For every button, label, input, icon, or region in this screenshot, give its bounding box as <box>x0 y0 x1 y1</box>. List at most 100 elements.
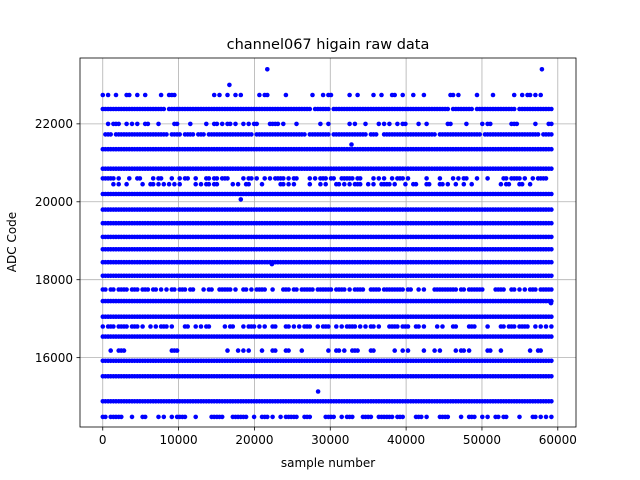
data-point <box>291 181 297 187</box>
data-point <box>142 414 148 420</box>
data-point <box>166 181 172 187</box>
data-point <box>453 181 459 187</box>
data-point <box>127 176 132 181</box>
data-point <box>225 348 230 353</box>
data-point <box>169 176 175 181</box>
data-point <box>161 181 167 187</box>
data-point <box>182 414 188 420</box>
data-point <box>169 324 175 329</box>
data-point <box>387 181 392 187</box>
data-point <box>424 121 429 127</box>
data-point <box>169 414 175 420</box>
x-tick-label: 20000 <box>235 433 273 447</box>
data-point <box>273 324 278 329</box>
chart-title: channel067 higain raw data <box>227 37 430 53</box>
data-point <box>204 121 209 127</box>
outlier-point <box>548 300 554 306</box>
data-point <box>347 287 352 292</box>
data-point <box>395 121 400 127</box>
data-point <box>206 324 212 329</box>
data-point <box>214 181 220 187</box>
data-point <box>352 324 358 329</box>
data-point <box>342 181 347 187</box>
data-point <box>379 92 384 98</box>
data-point <box>129 121 135 127</box>
data-point <box>326 348 331 353</box>
data-point <box>283 92 289 98</box>
x-tick-label: 0 <box>99 433 107 447</box>
data-point <box>164 324 169 329</box>
data-point <box>230 181 236 187</box>
data-point <box>310 287 315 292</box>
data-point <box>519 92 525 98</box>
data-point <box>156 121 161 127</box>
data-point <box>312 176 318 181</box>
data-point <box>150 181 156 187</box>
data-point <box>517 414 522 420</box>
data-point <box>116 121 121 127</box>
data-point <box>456 176 461 181</box>
data-point <box>347 92 352 98</box>
data-point <box>105 121 111 127</box>
data-point <box>448 121 453 127</box>
data-point <box>164 132 169 137</box>
data-point <box>371 348 376 353</box>
data-point <box>527 92 533 98</box>
data-point <box>549 358 554 364</box>
outlier-point <box>349 142 354 147</box>
data-point <box>286 176 291 181</box>
data-point <box>111 324 116 329</box>
data-point <box>273 348 278 353</box>
data-point <box>156 181 161 187</box>
data-point <box>275 121 281 127</box>
data-point <box>538 92 543 98</box>
x-axis-label: sample number <box>281 456 375 470</box>
data-point <box>503 414 509 420</box>
data-point <box>445 106 451 112</box>
data-point <box>490 92 496 98</box>
data-point <box>209 287 214 292</box>
data-point <box>533 324 538 329</box>
data-point <box>421 287 427 292</box>
data-point <box>214 121 220 127</box>
data-point <box>100 324 106 329</box>
data-point <box>501 287 506 292</box>
data-point <box>440 181 445 187</box>
data-point <box>339 414 345 420</box>
data-point <box>254 121 259 127</box>
data-point <box>549 334 554 339</box>
data-point <box>464 176 469 181</box>
data-point <box>225 92 230 98</box>
data-point <box>326 106 331 112</box>
data-point <box>533 287 538 292</box>
data-point <box>265 414 270 420</box>
data-point <box>461 181 467 187</box>
data-point <box>291 324 297 329</box>
data-point <box>294 121 299 127</box>
data-point <box>549 314 554 320</box>
data-point <box>243 287 249 292</box>
data-point <box>116 181 121 187</box>
data-point <box>262 324 268 329</box>
data-point <box>533 414 538 420</box>
data-point <box>371 181 376 187</box>
data-point <box>161 414 167 420</box>
data-point <box>227 287 233 292</box>
data-point <box>281 176 286 181</box>
data-point <box>424 176 429 181</box>
data-point <box>538 324 543 329</box>
data-point <box>124 287 129 292</box>
data-point <box>477 132 483 137</box>
data-point <box>124 324 129 329</box>
data-point <box>172 287 177 292</box>
data-point <box>485 414 490 420</box>
data-point <box>135 92 140 98</box>
data-point <box>294 176 299 181</box>
data-point <box>286 181 291 187</box>
data-point <box>549 247 554 252</box>
data-point <box>164 287 169 292</box>
data-point <box>127 92 132 98</box>
data-point <box>549 166 554 171</box>
data-point <box>251 414 257 420</box>
